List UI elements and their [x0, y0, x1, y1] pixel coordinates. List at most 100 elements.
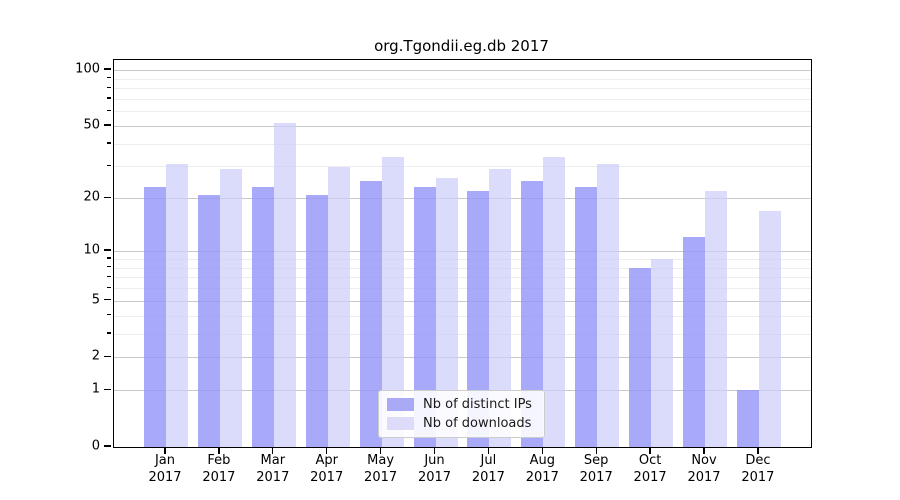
x-tick-year: 2017	[633, 470, 667, 485]
x-tick-year: 2017	[417, 470, 452, 485]
x-axis-tick	[433, 447, 436, 454]
gridline-major	[114, 357, 811, 359]
y-axis-minor-tick	[107, 164, 111, 167]
bar-distinct-ips	[467, 190, 490, 447]
y-axis-minor-tick	[107, 286, 111, 288]
y-axis-tick-label: 0	[91, 438, 100, 454]
x-axis-tick-label: May 2017	[351, 452, 411, 486]
y-axis-tick	[104, 68, 111, 70]
bar-downloads	[705, 190, 727, 447]
y-axis-tick	[104, 388, 111, 391]
gridline-minor	[114, 78, 811, 80]
y-axis-tick-label: 5	[91, 292, 100, 308]
x-tick-year: 2017	[471, 470, 505, 485]
x-tick-month: Dec	[745, 453, 771, 468]
gridline-minor	[114, 277, 811, 279]
gridline-minor	[114, 258, 811, 260]
gridline-major	[114, 70, 811, 71]
x-axis-tick	[757, 447, 759, 454]
x-axis-tick-label: Jul 2017	[458, 452, 518, 486]
gridline-minor	[114, 166, 811, 168]
bar-distinct-ips	[521, 180, 544, 447]
y-axis-minor-tick	[107, 275, 111, 278]
gridline-minor	[114, 143, 811, 145]
x-tick-year: 2017	[364, 470, 398, 485]
y-axis-minor-tick	[107, 77, 111, 79]
x-axis-tick	[272, 447, 274, 454]
y-axis-minor-tick	[107, 97, 111, 99]
x-axis-tick-label: Feb 2017	[189, 452, 249, 486]
bar-distinct-ips	[251, 187, 274, 447]
x-axis-tick-label: Dec 2017	[728, 452, 788, 486]
legend-label-downloads: Nb of downloads	[423, 416, 532, 431]
y-axis-tick	[104, 355, 111, 357]
bar-distinct-ips	[629, 267, 652, 447]
bar-distinct-ips	[305, 194, 328, 447]
x-tick-month: Apr	[315, 453, 338, 468]
y-axis-minor-tick	[107, 86, 111, 88]
bar-distinct-ips	[683, 237, 705, 447]
x-tick-month: Jan	[154, 453, 176, 468]
y-axis-tick-label: 100	[75, 61, 100, 77]
x-tick-year: 2017	[525, 470, 559, 485]
x-axis-tick	[541, 447, 543, 454]
bar-downloads	[758, 210, 781, 447]
bar-downloads	[489, 169, 512, 447]
y-axis-tick-label: 10	[83, 242, 100, 258]
gridline-major	[114, 251, 811, 253]
bar-distinct-ips	[359, 180, 382, 447]
gridline-minor	[114, 98, 811, 100]
x-axis-tick-label: Jun 2017	[405, 452, 465, 486]
y-axis-tick-label: 50	[83, 117, 100, 133]
bar-distinct-ips	[736, 390, 759, 447]
x-tick-month: Oct	[638, 453, 662, 468]
x-tick-month: Sep	[583, 453, 609, 468]
x-axis-tick-label: Nov 2017	[674, 452, 734, 486]
x-axis-tick	[379, 447, 382, 454]
y-axis-minor-tick	[107, 314, 111, 316]
bar-downloads	[435, 177, 458, 447]
x-axis-tick	[326, 447, 328, 454]
legend-swatch-downloads-icon	[387, 417, 414, 430]
gridline-minor	[114, 88, 811, 90]
y-axis-minor-tick	[107, 142, 111, 144]
x-tick-month: Aug	[529, 453, 555, 468]
x-tick-year: 2017	[687, 470, 721, 485]
x-tick-month: May	[367, 453, 395, 468]
y-axis-tick-label: 1	[91, 381, 100, 397]
gridline-minor	[114, 288, 811, 290]
gridline-minor	[114, 111, 811, 113]
x-axis-tick	[649, 447, 651, 454]
y-axis-tick	[104, 445, 111, 447]
bar-distinct-ips	[144, 187, 166, 447]
y-axis-minor-tick	[107, 109, 111, 112]
x-tick-month: Jul	[480, 453, 497, 468]
x-axis-tick-label: Sep 2017	[566, 452, 626, 486]
y-axis-tick-label: 2	[91, 348, 100, 364]
x-tick-month: Jun	[424, 453, 445, 468]
x-tick-year: 2017	[202, 470, 236, 485]
gridline-major	[114, 125, 811, 127]
legend: Nb of distinct IPs Nb of downloads	[378, 390, 545, 438]
x-tick-year: 2017	[741, 470, 775, 485]
y-axis-tick	[104, 298, 111, 301]
legend-swatch-distinct-ips-icon	[387, 398, 414, 411]
bar-downloads	[327, 166, 350, 447]
x-axis-tick	[164, 447, 166, 454]
x-axis-tick	[487, 447, 490, 454]
gridline-major	[114, 198, 811, 200]
x-tick-month: Nov	[691, 453, 717, 468]
plot-area	[113, 59, 812, 448]
chart-title: org.Tgondii.eg.db 2017	[374, 37, 549, 55]
bar-downloads	[381, 156, 404, 447]
legend-item-distinct-ips: Nb of distinct IPs	[387, 397, 532, 412]
gridline-minor	[114, 315, 811, 317]
x-tick-year: 2017	[310, 470, 344, 485]
bar-distinct-ips	[575, 187, 598, 447]
x-tick-year: 2017	[148, 470, 182, 485]
y-axis-minor-tick	[107, 332, 111, 334]
bar-downloads	[543, 156, 566, 447]
x-axis-tick	[218, 447, 220, 454]
y-axis-tick	[104, 249, 111, 251]
